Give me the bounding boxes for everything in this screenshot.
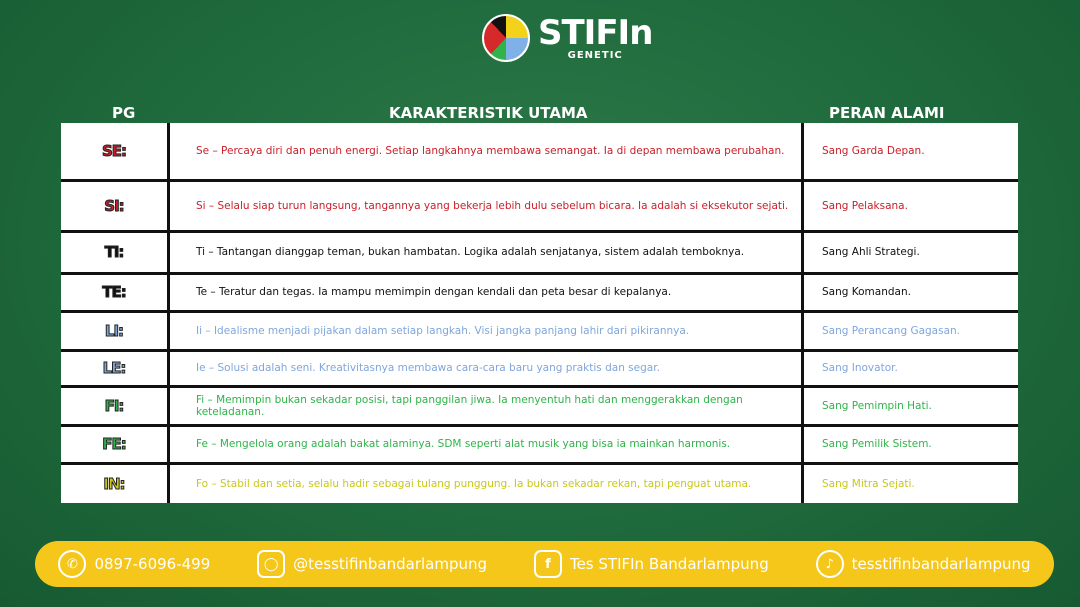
tiktok-contact[interactable]: ♪ tesstifinbandarlampung bbox=[815, 550, 1031, 578]
whatsapp-icon: ✆ bbox=[58, 550, 87, 578]
role-cell: Sang Perancang Gagasan. bbox=[801, 309, 1018, 352]
pg-cell: SI: bbox=[61, 178, 170, 233]
pg-code: SE: bbox=[101, 141, 127, 160]
table-row: TE: Te – Teratur dan tegas. Ia mampu mem… bbox=[61, 271, 1018, 313]
role-text: Sang Pelaksana. bbox=[822, 199, 908, 212]
instagram-contact[interactable]: ◯ @tesstifinbandarlampung bbox=[257, 550, 487, 578]
facebook-icon: f bbox=[533, 550, 562, 578]
description-text: Si – Selalu siap turun langsung, tangann… bbox=[196, 199, 789, 212]
tiktok-icon: ♪ bbox=[815, 550, 844, 578]
role-text: Sang Pemimpin Hati. bbox=[822, 399, 932, 412]
pg-cell: FI: bbox=[61, 384, 170, 427]
role-text: Sang Mitra Sejati. bbox=[822, 477, 915, 490]
description-text: Fe – Mengelola orang adalah bakat alamin… bbox=[196, 438, 731, 450]
role-cell: Sang Inovator. bbox=[801, 348, 1018, 388]
pg-code: TE: bbox=[102, 283, 128, 302]
role-text: Sang Inovator. bbox=[822, 362, 898, 374]
description-cell: Te – Teratur dan tegas. Ia mampu memimpi… bbox=[167, 271, 804, 313]
pg-code: FE: bbox=[102, 435, 127, 454]
role-text: Sang Perancang Gagasan. bbox=[822, 324, 961, 337]
logo-subtitle: GENETIC bbox=[567, 49, 623, 61]
description-text: Fi – Memimpin bukan sekadar posisi, tapi… bbox=[196, 393, 743, 418]
table-row: FE: Fe – Mengelola orang adalah bakat al… bbox=[61, 423, 1018, 465]
pg-cell: FE: bbox=[61, 423, 170, 465]
description-text: Fo – Stabil dan setia, selalu hadir seba… bbox=[196, 477, 752, 490]
table-row: SI: Si – Selalu siap turun langsung, tan… bbox=[61, 178, 1018, 233]
pg-code: TI: bbox=[104, 243, 125, 262]
description-text: Ii – Idealisme menjadi pijakan dalam set… bbox=[196, 324, 690, 337]
table-row: FI: Fi – Memimpin bukan sekadar posisi, … bbox=[61, 384, 1018, 427]
description-cell: Si – Selalu siap turun langsung, tangann… bbox=[167, 178, 804, 233]
description-cell: Fo – Stabil dan setia, selalu hadir seba… bbox=[167, 461, 804, 503]
role-cell: Sang Pemilik Sistem. bbox=[801, 423, 1018, 465]
description-cell: Fi – Memimpin bukan sekadar posisi, tapi… bbox=[167, 384, 804, 427]
whatsapp-contact[interactable]: ✆ 0897-6096-499 bbox=[58, 550, 210, 578]
description-text: Ti – Tantangan dianggap teman, bukan ham… bbox=[196, 246, 745, 258]
table-row: TI: Ti – Tantangan dianggap teman, bukan… bbox=[61, 229, 1018, 275]
tiktok-handle: tesstifinbandarlampung bbox=[851, 555, 1031, 573]
pg-code: LI: bbox=[104, 321, 124, 340]
logo-title: STIFIn bbox=[538, 12, 653, 53]
pg-cell: TE: bbox=[61, 271, 170, 313]
description-cell: Ti – Tantangan dianggap teman, bukan ham… bbox=[167, 229, 804, 275]
pg-code: IN: bbox=[103, 474, 126, 493]
pg-cell: LI: bbox=[61, 309, 170, 352]
pg-code: FI: bbox=[104, 396, 125, 415]
pg-cell: IN: bbox=[61, 461, 170, 503]
personality-table: SE: Se – Percaya diri dan penuh energi. … bbox=[61, 123, 1018, 503]
description-text: Te – Teratur dan tegas. Ia mampu memimpi… bbox=[196, 286, 672, 298]
header-peran: PERAN ALAMI bbox=[829, 104, 945, 122]
pg-code: SI: bbox=[104, 196, 125, 215]
role-text: Sang Garda Depan. bbox=[822, 144, 925, 157]
table-row: SE: Se – Percaya diri dan penuh energi. … bbox=[61, 123, 1018, 182]
pg-cell: SE: bbox=[61, 123, 170, 182]
role-cell: Sang Komandan. bbox=[801, 271, 1018, 313]
pg-code: LE: bbox=[102, 359, 127, 378]
role-cell: Sang Mitra Sejati. bbox=[801, 461, 1018, 503]
instagram-icon: ◯ bbox=[257, 550, 286, 578]
description-cell: Ii – Idealisme menjadi pijakan dalam set… bbox=[167, 309, 804, 352]
logo: STIFIn GENETIC bbox=[482, 12, 653, 62]
table-row: IN: Fo – Stabil dan setia, selalu hadir … bbox=[61, 461, 1018, 503]
header-karakteristik: KARAKTERISTIK UTAMA bbox=[389, 104, 588, 122]
whatsapp-number: 0897-6096-499 bbox=[94, 555, 211, 573]
header-pg: PG bbox=[112, 104, 136, 122]
contact-bar: ✆ 0897-6096-499 ◯ @tesstifinbandarlampung … bbox=[35, 541, 1054, 587]
role-text: Sang Ahli Strategi. bbox=[822, 246, 920, 258]
facebook-contact[interactable]: f Tes STIFIn Bandarlampung bbox=[533, 550, 769, 578]
role-cell: Sang Garda Depan. bbox=[801, 123, 1018, 182]
instagram-handle: @tesstifinbandarlampung bbox=[293, 555, 488, 573]
logo-emblem-icon bbox=[482, 14, 530, 62]
pg-cell: LE: bbox=[61, 348, 170, 388]
description-cell: Fe – Mengelola orang adalah bakat alamin… bbox=[167, 423, 804, 465]
pg-cell: TI: bbox=[61, 229, 170, 275]
role-cell: Sang Pelaksana. bbox=[801, 178, 1018, 233]
description-text: Se – Percaya diri dan penuh energi. Seti… bbox=[196, 144, 785, 157]
table-row: LE: Ie – Solusi adalah seni. Kreativitas… bbox=[61, 348, 1018, 388]
role-text: Sang Pemilik Sistem. bbox=[822, 438, 932, 450]
role-text: Sang Komandan. bbox=[822, 286, 911, 298]
table-row: LI: Ii – Idealisme menjadi pijakan dalam… bbox=[61, 309, 1018, 352]
description-text: Ie – Solusi adalah seni. Kreativitasnya … bbox=[196, 362, 660, 374]
role-cell: Sang Pemimpin Hati. bbox=[801, 384, 1018, 427]
role-cell: Sang Ahli Strategi. bbox=[801, 229, 1018, 275]
description-cell: Ie – Solusi adalah seni. Kreativitasnya … bbox=[167, 348, 804, 388]
description-cell: Se – Percaya diri dan penuh energi. Seti… bbox=[167, 123, 804, 182]
facebook-page: Tes STIFIn Bandarlampung bbox=[569, 555, 769, 573]
